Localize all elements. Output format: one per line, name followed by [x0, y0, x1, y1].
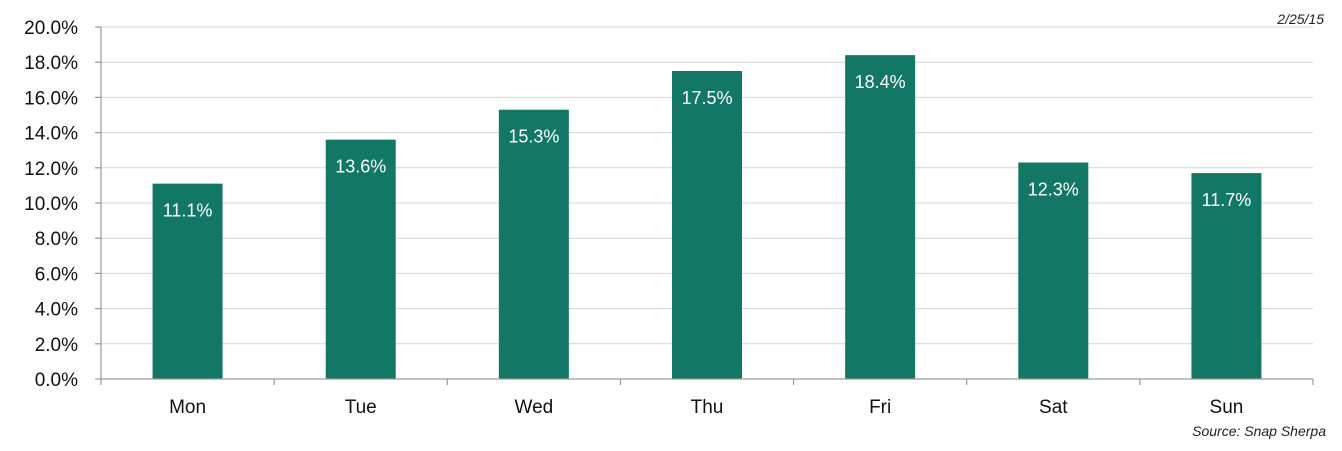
date-note: 2/25/15: [1276, 11, 1324, 27]
y-tick-label: 2.0%: [35, 335, 78, 356]
y-tick-label: 12.0%: [24, 159, 78, 180]
y-tick-label: 16.0%: [24, 88, 78, 109]
x-tick-label: Mon: [169, 397, 206, 418]
data-label: 18.4%: [855, 72, 906, 92]
bar-sun: [1191, 173, 1262, 379]
data-label: 15.3%: [508, 127, 559, 147]
x-tick-label: Sun: [1210, 397, 1244, 418]
y-tick-label: 14.0%: [24, 124, 78, 145]
data-label: 17.5%: [681, 88, 732, 108]
y-tick-label: 6.0%: [35, 264, 78, 285]
y-axis-ticks: 0.0% 2.0% 4.0% 6.0% 8.0% 10.0% 12.0% 14.0% 16.0%…: [24, 18, 78, 391]
bar-tue: [325, 139, 396, 379]
y-tick-label: 10.0%: [24, 194, 78, 215]
bar-thu: [672, 71, 742, 379]
y-tick-label: 4.0%: [35, 300, 78, 321]
data-labels: 11.1% 13.6% 15.3% 17.5% 18.4% 12.3% 11.7%: [163, 72, 1252, 220]
data-label: 11.1%: [163, 201, 213, 221]
data-label: 11.7%: [1202, 190, 1252, 210]
x-axis-ticks: Mon Tue Wed Thu Fri Sat Sun: [169, 397, 1243, 418]
axes: [95, 26, 1314, 385]
bar-wed: [498, 109, 569, 379]
x-tick-label: Fri: [869, 397, 891, 418]
bar-mon: [152, 183, 223, 379]
bar-sat: [1018, 162, 1089, 379]
source-note: Source: Snap Sherpa: [1192, 423, 1326, 439]
y-tick-label: 18.0%: [24, 53, 78, 74]
x-tick-label: Wed: [514, 397, 553, 418]
x-tick-label: Tue: [345, 397, 377, 418]
bar-fri: [845, 55, 916, 379]
y-tick-label: 20.0%: [24, 18, 78, 39]
x-tick-label: Sat: [1039, 397, 1068, 418]
y-tick-label: 8.0%: [35, 229, 78, 250]
bars: [152, 55, 1262, 379]
data-label: 13.6%: [335, 157, 386, 177]
x-tick-label: Thu: [691, 397, 724, 418]
y-tick-label: 0.0%: [35, 370, 78, 391]
data-label: 12.3%: [1028, 180, 1079, 200]
